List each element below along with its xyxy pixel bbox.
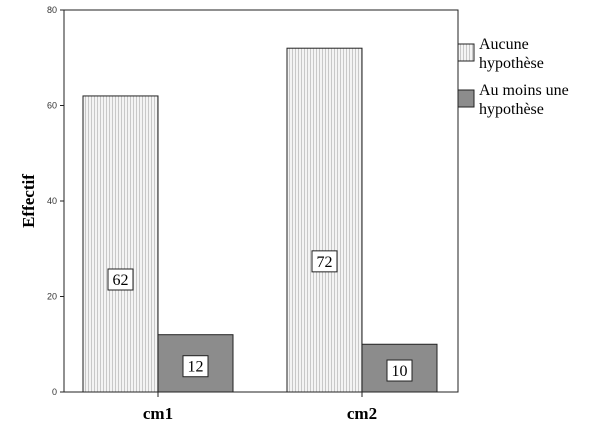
data-label-box (182, 355, 209, 378)
legend-swatch (457, 89, 475, 108)
data-label-box (311, 250, 338, 273)
y-tick-label: 40 (47, 196, 57, 206)
y-tick-label: 80 (47, 5, 57, 15)
x-category-label: cm2 (347, 404, 377, 423)
bar (82, 95, 159, 393)
legend-label: Au moins une (479, 82, 569, 99)
data-label: 72 (317, 254, 333, 271)
legend-label: hypothèse (479, 55, 544, 72)
data-label: 62 (113, 272, 129, 289)
x-category-label: cm1 (143, 404, 173, 423)
y-tick-label: 60 (47, 101, 57, 111)
data-label-box (386, 359, 413, 382)
y-tick-label: 0 (52, 387, 57, 397)
legend-swatch (457, 43, 475, 62)
data-label: 10 (392, 363, 408, 380)
legend-label: Aucune (479, 36, 529, 53)
bar (286, 47, 363, 393)
data-label: 12 (188, 359, 204, 376)
y-tick-label: 20 (47, 292, 57, 302)
y-axis-title: Effectif (19, 174, 38, 228)
data-label-box (107, 268, 134, 291)
legend-label: hypothèse (479, 101, 544, 118)
